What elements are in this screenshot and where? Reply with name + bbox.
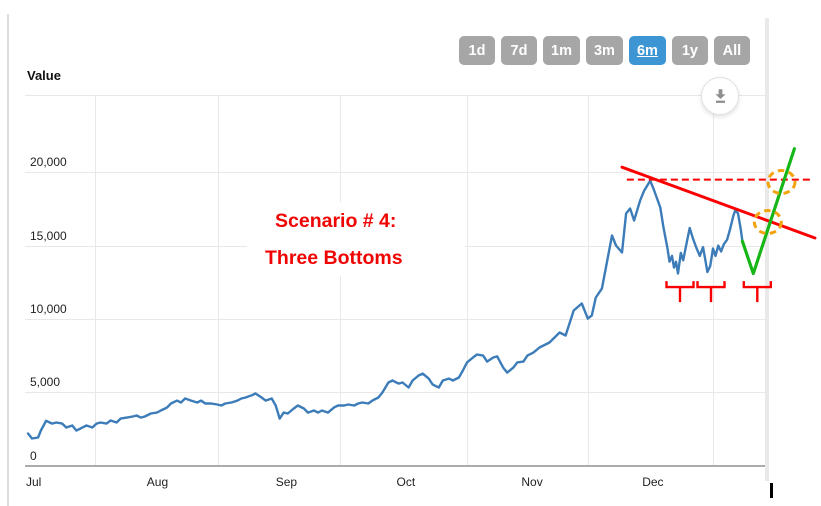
range-button-3m[interactable]: 3m <box>585 36 623 65</box>
range-button-1y[interactable]: 1y <box>671 36 708 65</box>
panel-right-divider <box>765 18 769 481</box>
x-axis-line <box>25 465 765 467</box>
x-tick-label-sep: Sep <box>275 475 298 489</box>
x-tick-label-nov: Nov <box>521 475 543 489</box>
text-cursor <box>770 483 773 498</box>
y-tick-label: 0 <box>30 448 37 463</box>
download-icon <box>714 89 726 103</box>
range-button-7d[interactable]: 7d <box>501 36 537 65</box>
annotation-text-line2: Three Bottoms <box>265 247 403 269</box>
y-tick-label: 20,000 <box>30 155 67 170</box>
download-button[interactable] <box>701 77 739 115</box>
annotation-text-line1: Scenario # 4: <box>275 210 397 232</box>
x-tick-label-oct: Oct <box>396 475 416 489</box>
range-button-1d[interactable]: 1d <box>459 36 495 65</box>
annotation-label: Scenario # 4: Three Bottoms <box>247 202 465 276</box>
plot-top-border <box>25 95 765 96</box>
range-button-6m[interactable]: 6m <box>628 36 666 65</box>
x-tick-label-aug: Aug <box>146 475 169 489</box>
gridline-20000 <box>25 172 765 174</box>
breakout-circle-1 <box>766 169 797 195</box>
range-button-1m[interactable]: 1m <box>543 36 580 65</box>
x-tick-label-dec: Dec <box>642 475 664 489</box>
value-axis-label: Value <box>27 68 61 83</box>
range-button-all[interactable]: All <box>713 36 750 65</box>
range-selector: 1d 7d 1m 3m 6m 1y All <box>459 36 750 65</box>
chart-plot-area[interactable] <box>25 95 765 466</box>
panel-left-border <box>7 14 9 506</box>
x-tick-label-jul: Jul <box>26 475 42 489</box>
